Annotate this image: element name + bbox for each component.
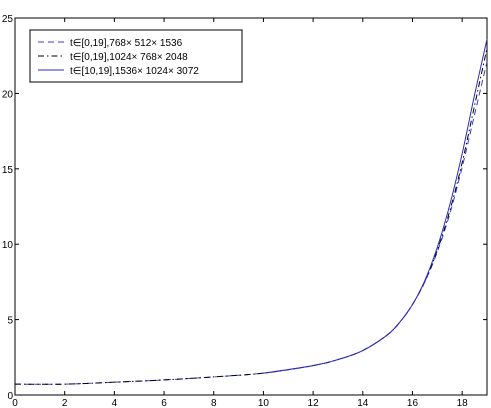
legend-label-1: t∈[0,19],768× 512× 1536 — [70, 38, 183, 49]
y-tick-label: 15 — [2, 165, 14, 176]
x-tick-label: 8 — [211, 398, 217, 408]
series-line-1 — [14, 61, 488, 385]
x-tick-label: 0 — [12, 398, 18, 408]
x-tick-label: 16 — [407, 398, 419, 408]
x-tick-label: 12 — [308, 398, 320, 408]
legend-label-3: t∈[10,19],1536× 1024× 3072 — [70, 66, 199, 77]
x-tick-label: 14 — [357, 398, 369, 408]
plot-frame — [14, 17, 488, 396]
x-tick-label: 10 — [258, 398, 270, 408]
y-tick-label: 25 — [2, 14, 14, 25]
legend: t∈[0,19],768× 512× 1536 t∈[0,19],1024× 76… — [29, 29, 243, 83]
y-tick-label: 20 — [2, 89, 14, 100]
series-line-2 — [14, 48, 488, 385]
legend-label-2: t∈[0,19],1024× 768× 2048 — [70, 52, 188, 63]
legend-box — [29, 29, 243, 83]
axes: 0 2 4 6 8 10 12 14 16 18 0 5 10 15 20 25 — [2, 14, 488, 408]
x-tick-label: 2 — [62, 398, 68, 408]
y-tick-label: 5 — [7, 316, 13, 327]
series-line-3 — [263, 39, 488, 374]
x-tick-label: 4 — [112, 398, 118, 408]
series-layer — [14, 39, 488, 385]
y-tick-label: 0 — [7, 391, 13, 402]
y-tick-label: 10 — [2, 240, 14, 251]
x-tick-label: 18 — [457, 398, 469, 408]
x-tick-label: 6 — [161, 398, 167, 408]
